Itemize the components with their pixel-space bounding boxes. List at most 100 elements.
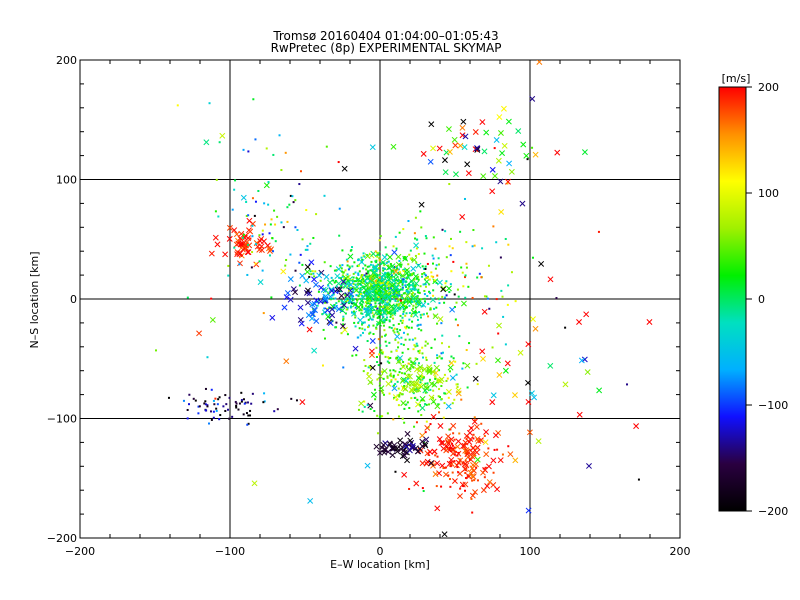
data-point-dot [493, 147, 496, 150]
data-point-dot [465, 438, 468, 441]
data-point-x [297, 317, 304, 323]
data-point-x [410, 295, 417, 302]
data-point-dot [370, 309, 373, 312]
data-point-dot [363, 321, 366, 324]
data-point-dot [348, 279, 351, 282]
data-point-dot [363, 359, 366, 362]
data-point-dot [369, 277, 372, 280]
data-point-dot [372, 315, 375, 318]
data-point-x [334, 286, 341, 293]
data-point-dot [424, 265, 427, 268]
y-tick-label: 200 [56, 54, 77, 67]
data-point-dot [344, 301, 347, 304]
data-point-dot [492, 225, 495, 228]
data-point-dot [391, 314, 394, 317]
data-point-dot [393, 331, 396, 334]
data-point-dot [403, 268, 406, 271]
data-point-dot [369, 317, 372, 320]
data-point-dot [341, 279, 344, 282]
data-point-dot [383, 321, 386, 324]
data-point-dot [413, 232, 416, 235]
data-point-x [306, 326, 313, 333]
data-point-dot [422, 283, 425, 286]
data-point-dot [384, 319, 387, 322]
data-point-x [410, 293, 417, 300]
y-tick-label: −200 [47, 532, 77, 545]
data-point-dot [443, 392, 446, 395]
data-point-dot [389, 369, 392, 372]
data-point-dot [420, 329, 423, 332]
data-point-dot [372, 281, 375, 284]
data-point-dot [417, 253, 420, 256]
data-point-x [460, 443, 467, 449]
data-point-dot [414, 337, 417, 340]
data-point-dot [507, 445, 510, 448]
data-point-dot [410, 289, 413, 292]
data-point-x [520, 141, 527, 148]
data-point-x [472, 375, 479, 382]
data-point-dot [461, 271, 464, 274]
data-point-dot [352, 282, 355, 285]
data-point-dot [429, 308, 432, 311]
data-point-dot [441, 228, 444, 231]
data-point-x [263, 182, 270, 189]
data-point-dot [382, 282, 385, 285]
data-point-dot [210, 297, 213, 300]
data-point-dot [382, 393, 385, 396]
data-point-x [385, 380, 392, 387]
data-point-dot [382, 290, 385, 293]
data-point-x [432, 278, 439, 285]
data-point-dot [392, 324, 395, 327]
data-point-dot [212, 410, 215, 413]
data-point-x [402, 441, 408, 447]
data-point-dot [235, 406, 238, 409]
data-point-x [420, 150, 427, 157]
data-point-dot [286, 220, 289, 223]
data-point-x [512, 392, 518, 399]
data-point-dot [383, 267, 386, 270]
data-point-dot [343, 281, 346, 284]
data-point-dot [465, 349, 468, 352]
data-point-dot [403, 301, 406, 304]
data-point-dot [473, 416, 476, 419]
data-point-dot [394, 470, 397, 473]
data-point-dot [359, 288, 362, 291]
data-point-dot [506, 303, 509, 306]
data-point-dot [423, 289, 426, 292]
data-point-dot [369, 299, 372, 302]
data-point-x [380, 259, 387, 266]
data-point-x [472, 129, 479, 135]
data-point-dot [378, 415, 381, 418]
data-point-x [525, 341, 532, 348]
data-point-x [243, 245, 250, 252]
data-point-dot [424, 285, 427, 288]
data-point-x [367, 402, 374, 409]
data-point-dot [396, 380, 399, 383]
data-point-dot [445, 280, 448, 283]
data-point-x [299, 399, 306, 405]
data-point-dot [420, 298, 423, 301]
data-point-dot [337, 161, 340, 164]
data-point-dot [378, 311, 381, 314]
data-point-dot [344, 269, 347, 272]
data-point-dot [412, 392, 415, 395]
data-point-dot [397, 332, 400, 335]
data-point-dot [471, 479, 474, 482]
data-point-dot [417, 291, 420, 294]
data-point-x [530, 316, 536, 323]
data-point-x [449, 374, 456, 381]
data-point-dot [395, 265, 398, 268]
data-point-x [390, 310, 396, 317]
data-point-dot [231, 208, 234, 211]
data-point-x [434, 460, 441, 467]
data-point-dot [188, 403, 191, 406]
data-point-dot [369, 283, 372, 286]
data-point-dot [228, 417, 231, 420]
data-point-dot [379, 291, 382, 294]
data-point-dot [399, 271, 402, 274]
data-point-dot [449, 283, 452, 286]
data-point-dot [358, 309, 361, 312]
data-point-dot [392, 369, 395, 372]
data-point-dot [375, 346, 378, 349]
data-point-dot [368, 332, 371, 335]
